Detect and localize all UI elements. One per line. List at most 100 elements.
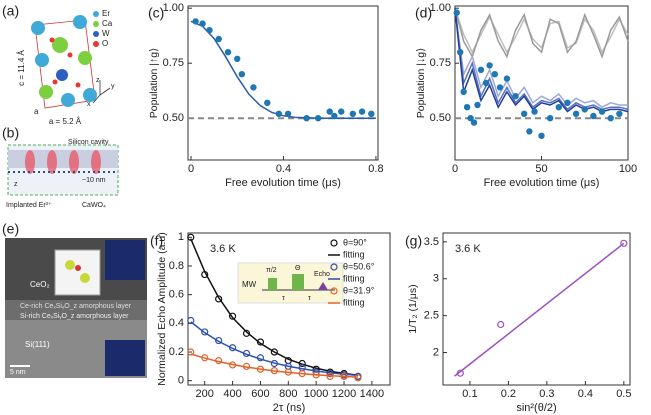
x-tick-label: 200	[196, 388, 214, 400]
panel-label: (f)	[150, 233, 163, 249]
legend-label: Er	[102, 9, 110, 18]
legend-marker	[330, 287, 338, 295]
legend-marker	[330, 239, 338, 247]
x-tick-label: 1400	[360, 388, 384, 400]
x-tick-label: 800	[279, 388, 297, 400]
series-line	[454, 8, 629, 113]
data-point	[284, 110, 292, 118]
x-axis-label: Free evolution time (μs)	[225, 177, 341, 189]
data-point	[314, 114, 322, 122]
plot-frame	[442, 232, 631, 386]
y-tick-label: 0.8	[169, 260, 184, 272]
inset-f: MW π/2 Θ Echo τ τ	[237, 262, 344, 304]
data-point	[463, 103, 471, 111]
data-point	[187, 316, 195, 325]
y-tick-label: 1.00	[163, 2, 184, 14]
data-point	[201, 328, 209, 336]
data-point	[349, 110, 357, 118]
data-point	[238, 70, 246, 78]
data-point	[338, 108, 345, 115]
data-point	[368, 110, 375, 118]
y-axis-label: 1/T₂ (1/μs)	[407, 284, 419, 333]
data-point	[250, 84, 257, 91]
x-tick-label: 0.4	[276, 163, 291, 175]
data-point	[264, 99, 271, 107]
series-line	[190, 20, 376, 119]
series-line	[190, 353, 358, 378]
data-point	[354, 374, 362, 382]
panel-e: (e) CeO₂ Ce-rich CeₓSiᵧO_z amorphous lay…	[2, 221, 147, 378]
legend-label: fitting	[343, 249, 365, 259]
series-line	[454, 242, 625, 377]
axis-label: a	[34, 107, 39, 116]
data-point	[192, 18, 199, 25]
y-tick-label: 3.5	[424, 236, 439, 248]
axis-label: z	[14, 181, 18, 188]
data-point	[564, 99, 571, 107]
data-point	[467, 114, 474, 122]
data-point	[512, 92, 519, 100]
atoms	[31, 15, 97, 107]
x-tick-label: 400	[223, 388, 241, 400]
inset-label: τ	[282, 295, 285, 302]
data-point	[456, 369, 464, 377]
data-point	[331, 112, 338, 120]
data-point	[199, 20, 206, 27]
x-tick-label: 100	[619, 163, 637, 175]
data-point	[303, 114, 310, 122]
legend-label: θ=31.9°	[343, 285, 375, 295]
legend-label: Ca	[102, 19, 113, 28]
data-point	[234, 55, 241, 63]
y-axis-label: Population |↑g⟩	[148, 48, 160, 118]
x-axis-label: 2τ (ns)	[273, 402, 305, 414]
data-point	[456, 49, 464, 56]
y-tick-label: 0	[178, 375, 184, 387]
panel-label: (d)	[415, 5, 432, 21]
legend-label: θ=90°	[343, 237, 367, 247]
panel-label: (e)	[2, 221, 19, 237]
data-point	[590, 112, 597, 120]
y-tick-label: 1	[178, 231, 184, 243]
data-point	[572, 110, 580, 118]
annotation: Silicon cavity	[68, 139, 109, 146]
inset-label: Θ	[295, 265, 301, 272]
data-point	[486, 62, 493, 69]
x-tick-label: 0.4	[578, 388, 593, 400]
data-point	[275, 110, 283, 118]
data-point	[270, 348, 278, 356]
x-tick-label: 0.2	[501, 388, 516, 400]
y-tick-label: 1.00	[430, 2, 451, 14]
annotation: 3.6 K	[210, 243, 236, 255]
plot-frame	[187, 232, 391, 386]
data-point	[521, 110, 528, 118]
data-point	[598, 108, 606, 115]
data-point	[326, 108, 333, 115]
data-point	[453, 9, 460, 16]
axis-label: c = 11.4 Å	[17, 50, 26, 86]
data-point	[555, 103, 563, 111]
data-point	[496, 84, 504, 91]
data-point	[474, 101, 481, 109]
data-point	[581, 106, 588, 113]
data-point	[256, 338, 265, 346]
data-point	[215, 336, 223, 345]
data-point	[616, 110, 623, 118]
y-tick-label: 0.75	[430, 57, 451, 69]
legend-label: O	[102, 39, 108, 48]
x-tick-label: 0	[452, 163, 458, 175]
y-tick-label: 0.6	[169, 289, 184, 301]
x-tick-label: 1000	[304, 388, 328, 400]
annotation: Implanted Er³⁺	[6, 202, 52, 209]
annotation: ~10 nm	[82, 177, 106, 184]
annotation: CeO₂	[30, 280, 50, 289]
panel-label: (a)	[2, 3, 19, 19]
legend-label: fitting	[343, 297, 365, 307]
data-point	[497, 320, 505, 329]
data-point	[470, 119, 478, 126]
x-tick-label: 600	[251, 388, 269, 400]
y-axis-label: Normalized Echo Amplitude (a.u)	[156, 232, 168, 386]
inset-label: τ	[308, 295, 311, 302]
annotation: CaWO₄	[82, 202, 106, 209]
axis-label: a = 5.2 Å	[49, 117, 82, 126]
